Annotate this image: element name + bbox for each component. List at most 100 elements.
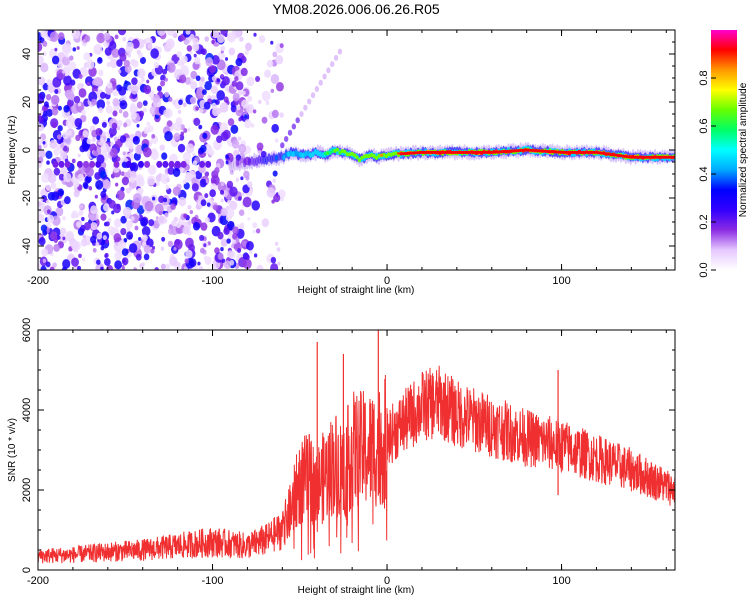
noise-blob — [45, 199, 50, 205]
ridge-core — [498, 150, 501, 154]
noise-blob — [253, 253, 258, 258]
noise-blob — [125, 187, 131, 194]
ridge-blob — [387, 152, 391, 157]
ridge-blob — [382, 152, 386, 157]
noise-blob — [70, 79, 76, 86]
noise-blob — [225, 160, 229, 165]
ridge-core — [525, 148, 529, 152]
ridge-core — [653, 155, 656, 159]
noise-blob — [203, 243, 207, 248]
noise-blob — [50, 231, 58, 241]
noise-blob — [159, 144, 165, 151]
noise-blob — [229, 186, 238, 197]
ridge-blob — [355, 155, 359, 160]
noise-blob — [270, 256, 277, 264]
noise-blob — [245, 175, 250, 181]
noise-blob — [191, 177, 198, 185]
ridge-blob — [343, 149, 347, 154]
ridge-core — [634, 155, 637, 159]
noise-blob — [71, 86, 76, 92]
noise-blob — [210, 183, 217, 192]
ridge-core — [657, 155, 660, 159]
ridge-core — [573, 150, 577, 154]
noise-blob — [261, 90, 271, 102]
noise-blob — [53, 237, 58, 244]
noise-blob — [51, 94, 60, 105]
ridge-core — [516, 148, 520, 153]
noise-blob — [112, 110, 118, 117]
noise-blob — [114, 251, 123, 261]
noise-blob — [235, 57, 243, 67]
noise-blob — [63, 75, 72, 86]
noise-blob — [38, 263, 42, 269]
noise-blob — [54, 47, 58, 52]
noise-blob — [72, 47, 77, 52]
ridge-core — [518, 148, 522, 153]
noise-blob — [185, 30, 191, 35]
ridge-core — [537, 149, 541, 153]
noise-blob — [265, 100, 270, 106]
ridge-core — [435, 150, 439, 154]
noise-blob — [71, 30, 81, 39]
noise-blob — [143, 84, 152, 95]
noise-blob — [122, 151, 126, 156]
noise-track-blob — [58, 160, 65, 168]
noise-track-blob — [174, 160, 181, 168]
ridge-core — [485, 150, 489, 154]
noise-blob — [231, 80, 238, 87]
ridge-core — [581, 150, 585, 154]
noise-blob — [57, 62, 63, 69]
noise-blob — [121, 176, 130, 186]
noise-blob — [79, 204, 84, 209]
noise-blob — [214, 167, 220, 174]
noise-blob — [91, 137, 96, 143]
noise-blob — [197, 261, 201, 266]
noise-blob — [75, 134, 81, 142]
noise-blob — [225, 154, 229, 159]
noise-blob — [40, 265, 47, 270]
noise-blob — [227, 118, 235, 127]
noise-track-blob — [162, 160, 169, 168]
noise-blob — [270, 88, 275, 94]
noise-blob — [256, 264, 264, 270]
ridge-core — [424, 150, 428, 154]
noise-blob — [164, 212, 169, 218]
noise-blob — [220, 198, 224, 203]
ridge-core — [531, 148, 535, 153]
ridge-core — [632, 155, 635, 159]
noise-blob — [167, 62, 176, 73]
noise-blob — [63, 43, 72, 54]
ridge-blob — [252, 157, 257, 167]
ridge-blob — [284, 151, 288, 158]
noise-blob — [125, 41, 134, 52]
noise-blob — [123, 122, 128, 128]
noise-blob — [185, 143, 195, 154]
noise-blob — [210, 124, 219, 135]
noise-blob — [38, 213, 45, 223]
noise-blob — [240, 67, 248, 77]
noise-blob — [82, 130, 89, 138]
noise-blob — [177, 143, 186, 153]
noise-blob — [184, 76, 192, 85]
y-tick-label: -20 — [21, 190, 33, 206]
noise-blob — [120, 171, 125, 177]
noise-blob — [235, 238, 240, 243]
noise-blob — [201, 89, 207, 96]
noise-blob — [121, 257, 129, 266]
noise-blob — [121, 161, 128, 168]
noise-blob — [244, 50, 249, 56]
noise-blob — [117, 30, 127, 36]
ridge-blob — [384, 154, 388, 159]
noise-blob — [279, 43, 284, 49]
x-tick-label: -100 — [202, 275, 224, 287]
noise-blob — [143, 147, 152, 158]
noise-blob — [203, 101, 211, 110]
noise-blob — [60, 227, 67, 236]
streak-blob — [333, 54, 339, 61]
noise-blob — [248, 249, 253, 255]
noise-blob — [195, 106, 199, 111]
x-tick-label: -100 — [202, 575, 224, 587]
ridge-core — [539, 149, 543, 153]
noise-blob — [64, 53, 69, 58]
ridge-blob — [301, 152, 305, 159]
